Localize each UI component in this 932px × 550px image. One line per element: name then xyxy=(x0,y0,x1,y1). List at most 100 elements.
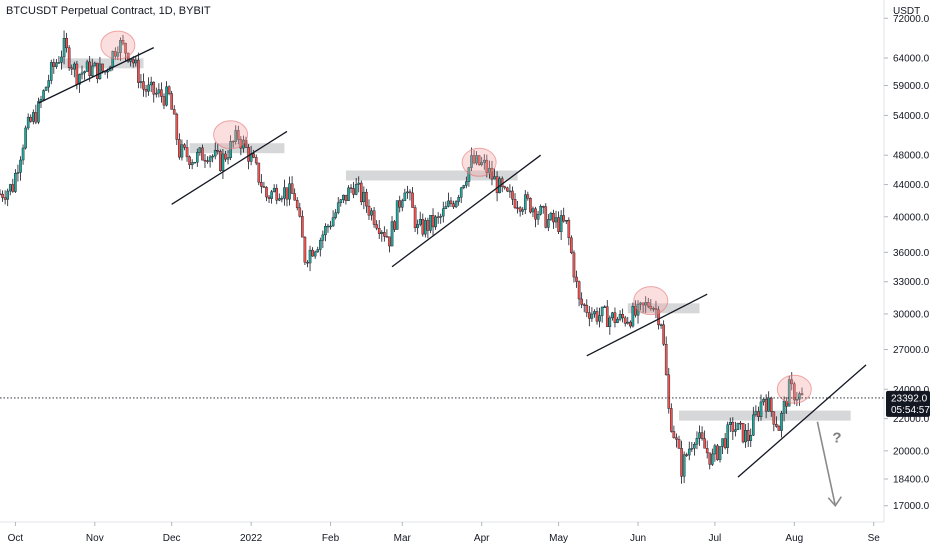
candle-down xyxy=(477,155,481,166)
candle-up xyxy=(626,321,630,324)
candle-up xyxy=(270,191,273,199)
candle-down xyxy=(621,314,624,319)
candle-down xyxy=(670,408,673,432)
candle-up xyxy=(329,225,332,228)
candle-down xyxy=(411,192,414,208)
candle-down xyxy=(224,153,227,160)
candle-up xyxy=(644,302,648,306)
candle-up xyxy=(639,302,642,305)
candle-up xyxy=(762,398,765,403)
candle-down xyxy=(262,186,266,188)
current-price-badge: 23392.0 05:54:57 xyxy=(886,390,930,417)
candle-up xyxy=(754,411,758,416)
candle-up xyxy=(157,89,161,94)
zone xyxy=(61,58,144,69)
candle-up xyxy=(462,185,466,189)
highlight-circles xyxy=(100,30,812,404)
candle-down xyxy=(541,206,545,208)
candle-up xyxy=(598,315,601,322)
candle-up xyxy=(652,308,655,310)
candle-down xyxy=(685,454,689,456)
candle-up xyxy=(155,92,158,95)
candle-down xyxy=(529,198,532,213)
candle-up xyxy=(782,400,786,414)
price-axis-unit[interactable]: USDT xyxy=(893,6,921,17)
candle-down xyxy=(239,139,243,149)
time-tick-label: Oct xyxy=(8,533,24,544)
highlight-circle xyxy=(776,374,812,404)
candle-up xyxy=(454,201,458,208)
price-tick-label: 40000.0 xyxy=(893,212,930,223)
candle-down xyxy=(121,40,125,44)
candle-up xyxy=(400,200,404,208)
candle-down xyxy=(793,383,796,401)
candle-up xyxy=(795,399,799,401)
candle-up xyxy=(180,144,184,158)
candle-up xyxy=(734,429,737,432)
candle-down xyxy=(567,219,571,239)
candle-down xyxy=(570,237,573,254)
candle-down xyxy=(260,182,263,187)
candle-down xyxy=(152,81,156,95)
time-tick-label: Feb xyxy=(322,533,340,544)
price-axis[interactable]: 72000.0 64000.0 59000.0 54000.0 48000.0 44000… xyxy=(883,0,930,522)
candle-down xyxy=(775,423,778,427)
candle-up xyxy=(8,184,12,192)
candle-down xyxy=(114,51,117,57)
candle-up xyxy=(60,56,63,63)
candle-down xyxy=(449,200,453,204)
candle-down xyxy=(142,81,145,90)
time-tick-label: May xyxy=(549,533,568,544)
candle-up xyxy=(313,251,317,257)
candle-up xyxy=(326,225,330,228)
candle-up xyxy=(424,220,427,235)
candle-down xyxy=(526,194,530,199)
candle-up xyxy=(208,156,212,162)
candle-up xyxy=(229,141,232,158)
candle-up xyxy=(336,202,340,213)
candle-down xyxy=(393,221,396,230)
candle-up xyxy=(324,225,327,236)
candle-up xyxy=(726,424,729,448)
candle-up xyxy=(280,197,284,200)
price-tick-label: 20000.0 xyxy=(893,446,930,457)
candle-down xyxy=(677,439,681,449)
price-tick-label: 59000.0 xyxy=(893,81,930,92)
zone xyxy=(345,170,518,181)
candle-up xyxy=(593,311,596,315)
candle-up xyxy=(32,112,35,122)
zone xyxy=(679,410,851,421)
time-axis[interactable]: Oct Nov Dec 2022 Feb Mar Apr May Jun Jul Aug Se xyxy=(0,521,884,544)
candle-up xyxy=(480,162,484,166)
price-tick-label: 27000.0 xyxy=(893,345,930,356)
candle-down xyxy=(11,184,15,192)
candle-up xyxy=(457,196,460,202)
candle-up xyxy=(24,127,27,149)
candle-down xyxy=(629,321,632,327)
candle-down xyxy=(0,193,2,196)
candle-up xyxy=(728,421,732,425)
candle-down xyxy=(557,217,560,232)
highlight-circle xyxy=(100,30,136,60)
candle-down xyxy=(431,215,435,228)
candle-up xyxy=(536,214,540,220)
candle-down xyxy=(257,162,261,183)
candle-up xyxy=(749,435,753,441)
candle-down xyxy=(408,191,412,194)
candle-up xyxy=(444,206,448,209)
candle-down xyxy=(67,47,71,69)
candle-up xyxy=(49,62,53,81)
candle-up xyxy=(62,38,66,58)
candle-down xyxy=(162,96,166,106)
support-resistance-zones xyxy=(61,58,851,421)
candle-up xyxy=(554,217,558,223)
candle-up xyxy=(6,190,9,200)
candle-up xyxy=(531,208,535,213)
candle-up xyxy=(193,161,197,164)
candle-up xyxy=(331,217,335,227)
candle-down xyxy=(219,151,222,171)
trendline xyxy=(391,154,542,268)
candle-up xyxy=(590,313,594,319)
candle-down xyxy=(34,112,38,123)
